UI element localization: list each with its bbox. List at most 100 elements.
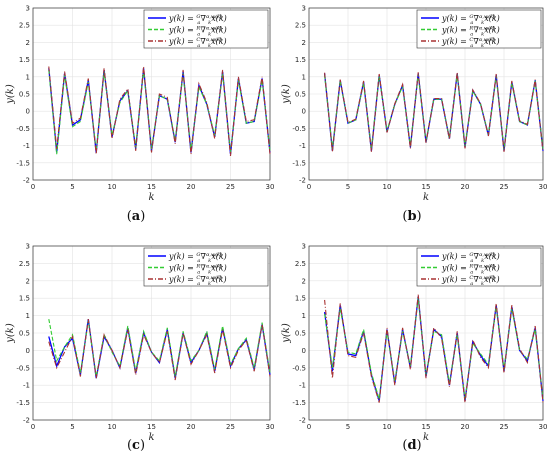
x-tick-label: 0 [307, 423, 311, 431]
y-tick-label: 3 [26, 5, 30, 13]
x-tick-label: 10 [383, 423, 392, 431]
x-tick-label: 5 [346, 183, 350, 191]
y-tick-label: 0 [302, 108, 306, 116]
x-tick-label: 10 [108, 183, 117, 191]
y-tick-label: -1 [299, 382, 306, 390]
x-tick-label: 30 [266, 183, 275, 191]
y-tick-label: -1.5 [16, 399, 30, 407]
x-tick-label: 20 [461, 423, 470, 431]
y-tick-label: 2.5 [295, 260, 306, 268]
x-tick-label: 30 [266, 423, 275, 431]
series-line-R [324, 298, 544, 400]
y-axis-label: y(k) [5, 84, 16, 105]
y-tick-label: 0 [302, 347, 306, 355]
x-axis-label: k [423, 192, 429, 203]
x-tick-label: 20 [187, 423, 196, 431]
y-tick-label: -1 [299, 142, 306, 150]
y-axis-label: y(k) [5, 323, 16, 344]
y-tick-label: 0.5 [295, 91, 306, 99]
y-axis-label: y(k) [281, 84, 292, 105]
panel-caption: (c) [127, 438, 145, 453]
panel-caption: (a) [127, 209, 146, 224]
y-axis-label: y(k) [281, 323, 292, 344]
y-tick-label: 2 [26, 277, 30, 285]
axes-frame [32, 7, 271, 181]
y-tick-label: 1.5 [19, 295, 30, 303]
x-axis-label: k [423, 432, 429, 443]
y-tick-label: 2 [26, 39, 30, 47]
x-axis-label: k [148, 192, 154, 203]
y-tick-label: -1.5 [292, 159, 306, 167]
y-tick-label: -0.5 [16, 125, 30, 133]
x-tick-label: 5 [70, 183, 74, 191]
panel-a: -2-1.5-1-0.500.511.522.530 5 10 15 20 25 30ky(… [5, 5, 274, 225]
x-tick-label: 25 [500, 423, 509, 431]
x-tick-label: 5 [70, 423, 74, 431]
y-tick-label: 2 [302, 39, 306, 47]
y-tick-label: -0.5 [292, 364, 306, 372]
y-tick-label: -2 [23, 177, 30, 185]
x-tick-label: 0 [31, 183, 35, 191]
y-tick-label: 0 [26, 108, 30, 116]
y-tick-label: -0.5 [292, 125, 306, 133]
y-tick-label: 3 [26, 243, 30, 251]
y-tick-label: 1.5 [19, 56, 30, 64]
y-tick-label: 3 [302, 5, 306, 13]
y-tick-label: 1 [26, 312, 30, 320]
axes-frame [308, 7, 544, 181]
x-tick-label: 15 [422, 423, 431, 431]
y-tick-label: -1.5 [292, 399, 306, 407]
y-tick-label: 0 [26, 347, 30, 355]
legend-box [143, 247, 269, 287]
x-tick-label: 0 [31, 423, 35, 431]
y-tick-label: 1 [26, 73, 30, 81]
x-tick-label: 20 [187, 183, 196, 191]
y-tick-label: -1 [23, 142, 30, 150]
panel-c: -2-1.5-1-0.500.511.522.530 5 10 15 20 25 30ky(… [5, 243, 274, 454]
x-axis-label: k [148, 432, 154, 443]
x-tick-label: 15 [147, 423, 156, 431]
legend-box [416, 247, 542, 287]
y-tick-label: 0.5 [19, 330, 30, 338]
x-tick-label: 25 [226, 423, 235, 431]
series-line-C [324, 294, 544, 403]
y-tick-label: -2 [299, 177, 306, 185]
x-tick-label: 25 [226, 183, 235, 191]
x-tick-label: 10 [383, 183, 392, 191]
y-tick-label: 2.5 [295, 22, 306, 30]
y-tick-label: -1.5 [16, 159, 30, 167]
y-tick-label: 1.5 [295, 295, 306, 303]
y-tick-label: -2 [23, 417, 30, 425]
y-tick-label: 2.5 [19, 22, 30, 30]
y-tick-label: -0.5 [16, 364, 30, 372]
x-tick-label: 15 [147, 183, 156, 191]
series-line-C [324, 72, 544, 152]
series-line-C [48, 319, 271, 381]
y-tick-label: 3 [302, 243, 306, 251]
legend-box [143, 9, 269, 49]
x-tick-label: 20 [461, 183, 470, 191]
series-line-C [48, 66, 271, 156]
y-tick-label: 0.5 [19, 91, 30, 99]
panel-caption: (b) [402, 209, 421, 224]
legend-box [416, 9, 542, 49]
x-tick-label: 25 [500, 183, 509, 191]
y-tick-label: -1 [23, 382, 30, 390]
y-tick-label: 1.5 [295, 56, 306, 64]
x-tick-label: 30 [539, 183, 548, 191]
x-tick-label: 0 [307, 183, 311, 191]
panel-caption: (d) [402, 438, 421, 453]
axes-frame [308, 245, 544, 421]
